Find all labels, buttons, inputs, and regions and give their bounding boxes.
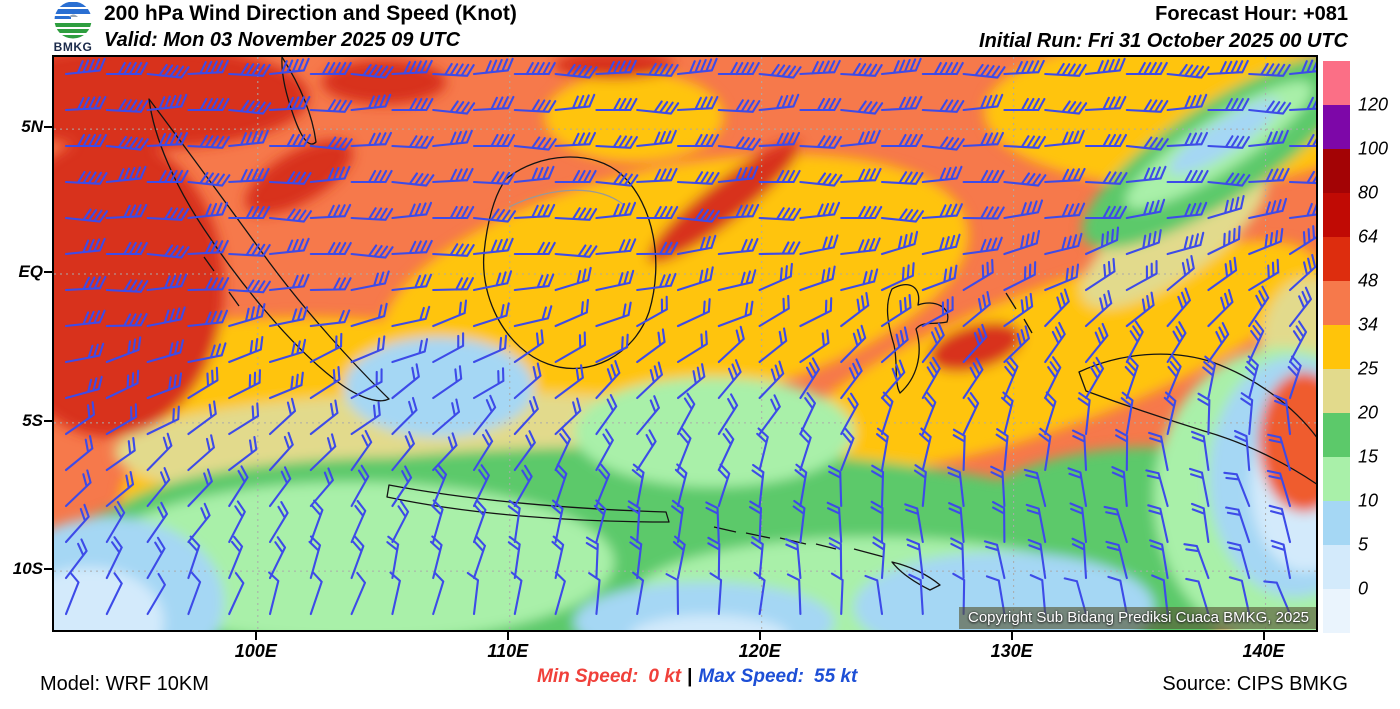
colorbar-level-label: 5 [1358,534,1369,555]
graticule-lines [54,57,1316,630]
x-tick-mark [1010,632,1013,640]
x-tick-mark [1262,632,1265,640]
forecast-hour-label: Forecast Hour: +081 [1155,3,1348,25]
colorbar-block [1323,545,1350,589]
colorbar-block [1323,589,1350,633]
max-speed-label: Max Speed: [698,666,805,687]
source-label: Source: CIPS BMKG [1162,673,1348,695]
copyright-overlay: Copyright Sub Bidang Prediksi Cuaca BMKG… [958,607,1316,629]
colorbar-level-label: 80 [1358,182,1379,203]
colorbar-block [1323,237,1350,281]
x-tick-label: 110E [487,641,529,661]
wind-barbs [64,57,1316,616]
colorbar-block [1323,149,1350,193]
x-tick-label: 130E [990,641,1033,661]
map-area: Copyright Sub Bidang Prediksi Cuaca BMKG… [52,55,1318,632]
colorbar-block [1323,369,1350,413]
x-tick-label: 140E [1242,641,1285,661]
speed-summary: Min Speed: 0 kt | Max Speed: 55 kt [537,666,857,688]
wind-field-map [54,57,1316,630]
model-label: Model: WRF 10KM [40,673,209,695]
colorbar-level-label: 15 [1358,446,1379,467]
colorbar-level-label: 0 [1358,578,1369,599]
min-speed-label: Min Speed: [537,666,639,687]
colorbar-block [1323,457,1350,501]
max-speed-value: 55 kt [814,666,858,687]
colorbar-block [1323,61,1350,105]
bmkg-logo-icon: BMKG [46,1,100,55]
bmkg-logo-graphic [54,1,92,39]
speed-divider: | [687,666,693,687]
colorbar-level-label: 25 [1358,358,1379,379]
y-tick-mark [44,568,52,571]
y-tick-label: EQ [18,261,43,281]
colorbar-block [1323,413,1350,457]
y-tick-mark [44,270,52,273]
colorbar-block [1323,105,1350,149]
coastlines [148,57,1316,591]
colorbar-level-label: 64 [1358,226,1379,247]
min-speed-value: 0 kt [648,666,682,687]
colorbar-level-label: 34 [1358,314,1379,335]
colorbar-level-label: 20 [1358,402,1379,423]
y-tick-label: 5N [21,117,43,137]
valid-time-label: Valid: Mon 03 November 2025 09 UTC [104,29,461,51]
colorbar-level-label: 100 [1358,138,1389,159]
colorbar [1323,61,1350,633]
x-tick-label: 120E [738,641,781,661]
colorbar-level-label: 120 [1358,94,1389,115]
colorbar-block [1323,501,1350,545]
x-tick-mark [254,632,257,640]
y-tick-label: 10S [12,559,43,579]
x-tick-mark [506,632,509,640]
chart-title: 200 hPa Wind Direction and Speed (Knot) [104,2,517,25]
x-tick-mark [758,632,761,640]
y-tick-mark [44,126,52,129]
colorbar-block [1323,193,1350,237]
country-border-line [508,189,625,208]
colorbar-level-label: 48 [1358,270,1379,291]
y-tick-label: 5S [22,410,43,430]
y-tick-mark [44,419,52,422]
colorbar-block [1323,281,1350,325]
initial-run-label: Initial Run: Fri 31 October 2025 00 UTC [979,30,1348,52]
x-tick-label: 100E [234,641,277,661]
colorbar-level-label: 10 [1358,490,1379,511]
bmkg-logo-label: BMKG [53,40,93,54]
colorbar-block [1323,325,1350,369]
